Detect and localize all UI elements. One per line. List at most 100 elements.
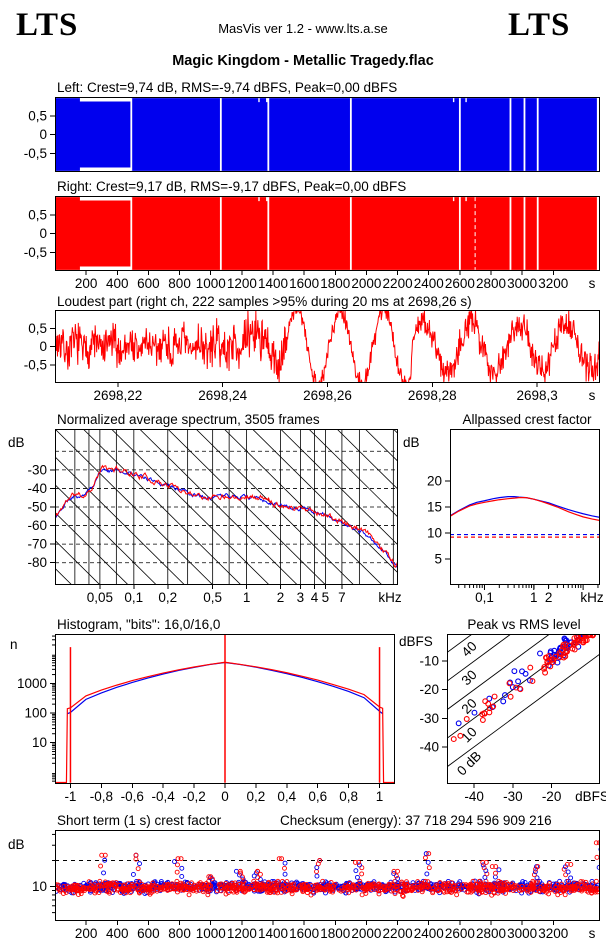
svg-text:-20: -20 bbox=[542, 789, 562, 804]
svg-text:3000: 3000 bbox=[507, 276, 537, 291]
svg-text:15: 15 bbox=[427, 500, 442, 515]
svg-text:kHz: kHz bbox=[378, 590, 401, 605]
svg-text:4: 4 bbox=[311, 590, 319, 605]
svg-text:kHz: kHz bbox=[580, 590, 603, 605]
svg-text:20: 20 bbox=[427, 474, 442, 489]
svg-text:600: 600 bbox=[137, 276, 160, 291]
svg-text:2698,26: 2698,26 bbox=[303, 388, 352, 403]
svg-text:1200: 1200 bbox=[227, 276, 257, 291]
lts-logo-right: LTS bbox=[508, 7, 571, 43]
svg-text:1: 1 bbox=[376, 789, 384, 804]
svg-text:2698,28: 2698,28 bbox=[408, 388, 457, 403]
left-channel-stats: Left: Crest=9,74 dB, RMS=-9,74 dBFS, Pea… bbox=[57, 80, 397, 95]
svg-text:0 dB: 0 dB bbox=[454, 748, 484, 778]
svg-text:2800: 2800 bbox=[476, 276, 506, 291]
svg-text:3: 3 bbox=[297, 590, 305, 605]
svg-text:800: 800 bbox=[168, 276, 191, 291]
svg-text:2: 2 bbox=[277, 590, 285, 605]
svg-text:40: 40 bbox=[459, 638, 480, 659]
svg-text:1000: 1000 bbox=[196, 276, 226, 291]
svg-text:10: 10 bbox=[32, 879, 47, 894]
peak-rms-ylabel: dBFS bbox=[399, 634, 433, 649]
svg-text:-20: -20 bbox=[419, 682, 439, 697]
svg-text:2000: 2000 bbox=[351, 926, 381, 941]
svg-text:0,4: 0,4 bbox=[277, 789, 296, 804]
svg-text:800: 800 bbox=[168, 926, 191, 941]
svg-text:0: 0 bbox=[39, 339, 47, 354]
svg-text:5: 5 bbox=[434, 552, 442, 567]
svg-text:0,2: 0,2 bbox=[247, 789, 266, 804]
svg-text:1: 1 bbox=[243, 590, 251, 605]
svg-text:2698,3: 2698,3 bbox=[516, 388, 557, 403]
svg-text:-30: -30 bbox=[503, 789, 523, 804]
svg-text:-0,5: -0,5 bbox=[24, 245, 47, 260]
peak-rms-title: Peak vs RMS level bbox=[467, 617, 580, 632]
svg-text:2600: 2600 bbox=[445, 276, 475, 291]
svg-text:100: 100 bbox=[24, 706, 47, 721]
svg-text:0,1: 0,1 bbox=[124, 590, 143, 605]
svg-text:20: 20 bbox=[459, 696, 480, 717]
svg-text:1000: 1000 bbox=[196, 926, 226, 941]
svg-text:2: 2 bbox=[545, 590, 553, 605]
svg-text:-60: -60 bbox=[27, 518, 47, 533]
chart-short-term-crest: 10 200 400 600 800 1000 1200 1400 1600 1800 2000 22… bbox=[32, 830, 600, 941]
svg-text:7: 7 bbox=[338, 590, 346, 605]
svg-text:200: 200 bbox=[75, 926, 98, 941]
svg-text:0,5: 0,5 bbox=[28, 108, 47, 123]
svg-text:-10: -10 bbox=[419, 654, 439, 669]
svg-text:0,5: 0,5 bbox=[203, 590, 222, 605]
svg-text:-30: -30 bbox=[27, 462, 47, 477]
spectrum-title: Normalized average spectrum, 3505 frames bbox=[57, 412, 320, 427]
svg-text:-30: -30 bbox=[419, 711, 439, 726]
svg-text:-0,4: -0,4 bbox=[152, 789, 176, 804]
svg-text:-0,5: -0,5 bbox=[24, 146, 47, 161]
svg-text:1600: 1600 bbox=[289, 926, 319, 941]
allpass-crest-title: Allpassed crest factor bbox=[462, 412, 592, 427]
svg-text:0,5: 0,5 bbox=[28, 207, 47, 222]
svg-text:10: 10 bbox=[32, 735, 47, 750]
svg-text:10: 10 bbox=[427, 526, 442, 541]
histogram-ylabel: n bbox=[10, 637, 18, 652]
svg-text:-70: -70 bbox=[27, 537, 47, 552]
svg-text:0: 0 bbox=[39, 127, 47, 142]
svg-text:-0,6: -0,6 bbox=[121, 789, 144, 804]
svg-text:0,5: 0,5 bbox=[28, 321, 47, 336]
svg-text:-40: -40 bbox=[464, 789, 484, 804]
svg-text:0,05: 0,05 bbox=[87, 590, 113, 605]
svg-text:3000: 3000 bbox=[507, 926, 537, 941]
svg-text:-1: -1 bbox=[64, 789, 76, 804]
loudest-part-title: Loudest part (right ch, 222 samples >95%… bbox=[57, 294, 472, 309]
svg-text:1400: 1400 bbox=[258, 276, 288, 291]
svg-text:-0,8: -0,8 bbox=[90, 789, 113, 804]
allpass-ylabel: dB bbox=[403, 435, 420, 450]
right-channel-stats: Right: Crest=9,17 dB, RMS=-9,17 dBFS, Pe… bbox=[57, 179, 406, 194]
svg-text:-50: -50 bbox=[27, 500, 47, 515]
svg-text:3200: 3200 bbox=[538, 276, 568, 291]
svg-text:2698,22: 2698,22 bbox=[93, 388, 142, 403]
svg-text:2600: 2600 bbox=[445, 926, 475, 941]
short-term-ylabel: dB bbox=[8, 837, 25, 852]
svg-text:s: s bbox=[589, 388, 596, 403]
svg-text:-0,2: -0,2 bbox=[182, 789, 205, 804]
svg-text:2400: 2400 bbox=[414, 276, 444, 291]
svg-text:0,2: 0,2 bbox=[158, 590, 177, 605]
svg-text:200: 200 bbox=[75, 276, 98, 291]
svg-text:-40: -40 bbox=[419, 739, 439, 754]
chart-waveform-left: 0,5 0 -0,5 bbox=[24, 97, 600, 172]
svg-text:s: s bbox=[589, 276, 596, 291]
app-version-text: MasVis ver 1.2 - www.lts.a.se bbox=[218, 21, 388, 36]
spectrum-ylabel: dB bbox=[8, 435, 25, 450]
svg-text:2200: 2200 bbox=[383, 276, 413, 291]
svg-text:0,1: 0,1 bbox=[475, 590, 494, 605]
chart-allpassed-crest: 5 10 15 20 0,1 1 2 kHz bbox=[427, 429, 604, 605]
svg-text:-40: -40 bbox=[27, 481, 47, 496]
checksum-text: Checksum (energy): 37 718 294 596 909 21… bbox=[280, 813, 552, 828]
svg-text:0,8: 0,8 bbox=[339, 789, 358, 804]
svg-text:1600: 1600 bbox=[289, 276, 319, 291]
svg-text:0,6: 0,6 bbox=[308, 789, 327, 804]
svg-text:s: s bbox=[589, 926, 596, 941]
file-title: Magic Kingdom - Metallic Tragedy.flac bbox=[172, 53, 434, 69]
